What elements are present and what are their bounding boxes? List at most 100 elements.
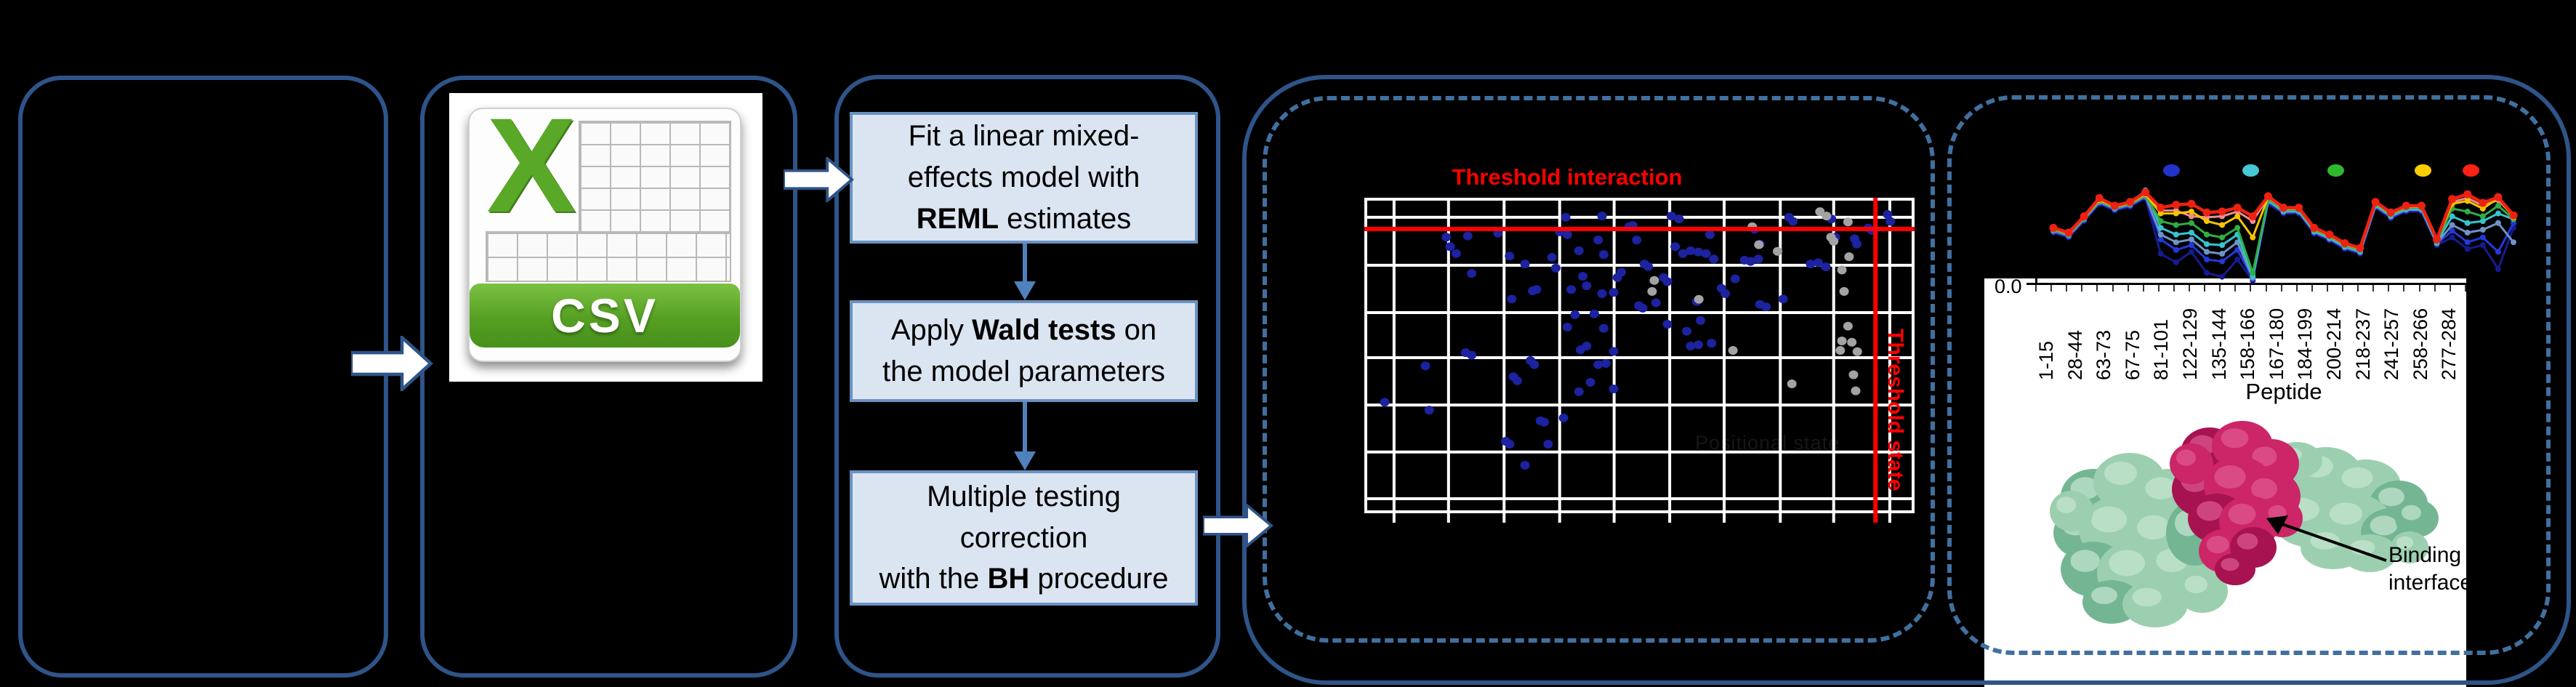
scatter-dot-significant-interactions <box>1662 277 1673 286</box>
uptake-marker-t-red <box>2248 212 2257 221</box>
uptake-marker-t-red <box>2494 193 2503 201</box>
uptake-line-chart <box>2049 187 2518 284</box>
uptake-marker-t-red <box>2417 201 2426 210</box>
scatter-dot-significant-interactions <box>1720 289 1731 298</box>
scatter-dot-non-significant <box>1815 207 1825 217</box>
binding-interface-arrow-line <box>2277 521 2387 562</box>
scatter-dot-significant-interactions <box>1821 262 1831 272</box>
x-axis-minor-tick <box>2250 285 2252 292</box>
scatter-dot-significant-interactions <box>1651 298 1661 308</box>
scatter-dot-significant-interactions <box>1424 406 1434 415</box>
uptake-marker-t-yellow <box>2219 222 2226 228</box>
legend-dot-4-icon <box>2415 164 2431 177</box>
x-axis-minor-tick <box>2311 285 2313 292</box>
scatter-dot-non-significant <box>1847 337 1857 347</box>
protein-left-subunit-highlight <box>2091 587 2117 604</box>
scatter-dot-non-significant <box>1822 212 1832 221</box>
uptake-marker-t-navy <box>2204 270 2210 276</box>
legend-dot-2-icon <box>2242 164 2259 177</box>
volcano-scatter-plot <box>1364 198 1915 526</box>
peptide-ligand-highlight <box>2206 536 2229 553</box>
scatter-dot-significant-interactions <box>1451 249 1461 258</box>
uptake-marker-t-red <box>2126 198 2134 206</box>
scatter-dot-significant-interactions <box>1543 439 1553 449</box>
x-axis-minor-tick <box>2219 285 2221 292</box>
scatter-dot-significant-interactions <box>1753 254 1763 264</box>
scatter-dot-significant-interactions <box>1693 247 1703 257</box>
scatter-dot-significant-interactions <box>1574 246 1584 255</box>
protein-complex-image <box>2050 421 2439 627</box>
x-axis-minor-tick <box>2372 285 2375 292</box>
uptake-marker-t-navy <box>2464 246 2471 252</box>
scatter-dot-significant-interactions <box>1582 281 1592 291</box>
threshold-state-label: Threshold state <box>1883 329 1907 491</box>
uptake-marker-t-steel <box>2479 227 2486 233</box>
uptake-marker-t-red <box>2080 212 2088 221</box>
protein-right-subunit-highlight <box>2341 467 2373 489</box>
uptake-marker-t-red <box>2463 190 2472 198</box>
uptake-marker-t-steel <box>2188 236 2194 243</box>
scatter-dot-significant-interactions <box>1562 230 1572 239</box>
x-axis-minor-tick <box>2357 285 2359 292</box>
scatter-dot-non-significant <box>1837 337 1847 346</box>
uptake-marker-t-red <box>2110 201 2119 210</box>
uptake-marker-t-navy <box>2234 256 2241 262</box>
uptake-marker-t-blue <box>2173 246 2179 253</box>
flow-arrow-2-icon <box>784 157 854 202</box>
uptake-marker-t-steel <box>2495 220 2501 226</box>
uptake-marker-t-red <box>2141 188 2150 197</box>
uptake-marker-t-teal <box>2495 210 2501 217</box>
peptide-axis-label: Peptide <box>2245 379 2322 404</box>
step-connector-line-1 <box>1023 244 1027 283</box>
scatter-dot-non-significant <box>1787 379 1797 389</box>
uptake-marker-t-steel <box>2511 239 2516 246</box>
uptake-marker-t-red <box>2263 192 2272 201</box>
uptake-marker-t-steel <box>2449 222 2455 228</box>
flow-arrow-1-icon <box>351 336 433 391</box>
uptake-marker-t-blue <box>2204 256 2210 262</box>
scatter-dot-significant-interactions <box>1643 262 1654 271</box>
uptake-marker-t-steel <box>2157 231 2164 238</box>
uptake-marker-t-teal <box>2449 213 2455 220</box>
protein-left-subunit-highlight <box>2109 550 2145 576</box>
uptake-marker-t-green <box>2219 234 2226 241</box>
scatter-dot-non-significant <box>1852 347 1862 356</box>
scatter-plot-canvas <box>1364 198 1915 523</box>
scatter-dot-significant-interactions <box>1686 341 1696 350</box>
uptake-marker-t-blue <box>2479 234 2486 241</box>
scatter-dot-significant-interactions <box>1467 269 1477 278</box>
scatter-dot-non-significant <box>1839 286 1849 296</box>
uptake-marker-t-green <box>2234 225 2241 231</box>
protein-left-subunit-highlight <box>2137 515 2170 540</box>
peptide-ligand-highlight <box>2228 503 2256 525</box>
x-axis-minor-tick <box>2066 285 2068 292</box>
uptake-marker-t-teal <box>2479 218 2486 225</box>
scatter-dot-non-significant <box>1843 321 1853 331</box>
uptake-marker-t-navy <box>2495 266 2501 273</box>
uptake-marker-t-yellow <box>2464 198 2471 204</box>
uptake-marker-t-red <box>2479 198 2487 207</box>
scatter-dot-significant-interactions <box>1467 350 1477 360</box>
scatter-dot-significant-interactions <box>1670 242 1681 252</box>
uptake-results-panel: 0.0 1-15 28-44 63-73 67-75 81-101 122-129 135-… <box>1984 278 2466 687</box>
scatter-dot-significant-interactions <box>1632 236 1642 245</box>
scatter-dot-significant-interactions <box>1570 310 1580 320</box>
uptake-marker-t-teal <box>2464 220 2471 226</box>
peptide-ligand-highlight <box>2197 501 2223 521</box>
uptake-marker-t-blue <box>2449 228 2455 234</box>
scatter-dot-significant-interactions <box>1701 249 1711 258</box>
x-axis-line <box>2026 283 2466 285</box>
step-connector-arrowhead-2-icon <box>1014 451 1036 470</box>
scatter-dot-non-significant <box>1649 276 1659 285</box>
step-connector-arrowhead-1-icon <box>1014 281 1036 300</box>
excel-x-icon: X <box>486 108 576 241</box>
scatter-dot-significant-interactions <box>1778 294 1788 304</box>
uptake-marker-t-yellow <box>2479 206 2486 212</box>
x-axis-minor-tick <box>2173 285 2175 292</box>
scatter-dot-non-significant <box>1829 236 1839 246</box>
uptake-marker-t-blue <box>2188 242 2194 249</box>
scatter-dot-non-significant <box>1773 246 1783 256</box>
uptake-marker-t-red <box>2433 235 2441 244</box>
uptake-marker-t-red <box>2509 211 2518 220</box>
peptide-ligand-highlight <box>2214 465 2246 489</box>
